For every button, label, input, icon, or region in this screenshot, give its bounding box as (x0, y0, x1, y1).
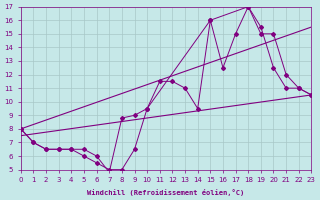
X-axis label: Windchill (Refroidissement éolien,°C): Windchill (Refroidissement éolien,°C) (87, 189, 245, 196)
